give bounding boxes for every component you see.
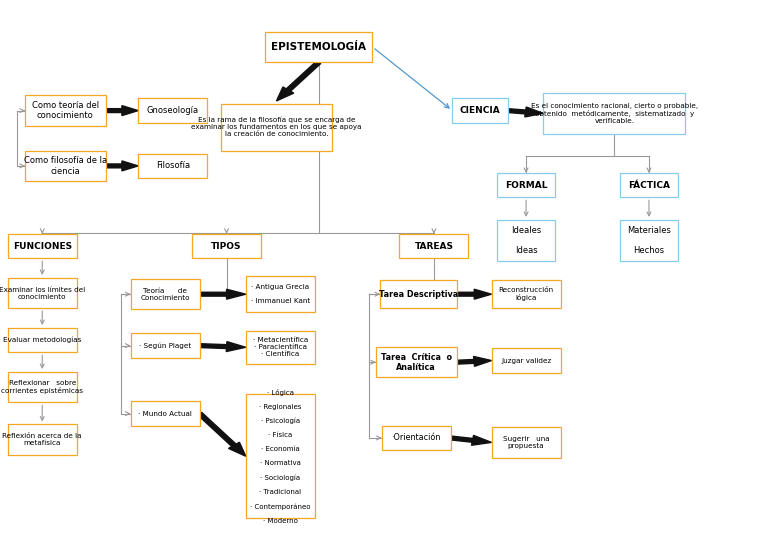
Text: Reconstrucción
lógica: Reconstrucción lógica	[498, 287, 554, 301]
FancyBboxPatch shape	[544, 92, 686, 134]
Text: Tarea Descriptiva: Tarea Descriptiva	[379, 290, 458, 299]
Text: · Según Piaget: · Según Piaget	[139, 342, 191, 349]
Text: · Mundo Actual: · Mundo Actual	[138, 411, 192, 416]
FancyBboxPatch shape	[131, 401, 200, 426]
FancyArrow shape	[276, 61, 321, 101]
Text: Examinar los límites del
conocimiento: Examinar los límites del conocimiento	[0, 286, 85, 300]
Text: Sugerir   una
propuesta: Sugerir una propuesta	[503, 436, 549, 449]
Text: · Antigua Grecia

· Immanuel Kant: · Antigua Grecia · Immanuel Kant	[250, 284, 310, 304]
FancyArrow shape	[106, 161, 138, 171]
FancyBboxPatch shape	[8, 278, 77, 309]
FancyBboxPatch shape	[131, 279, 200, 310]
FancyBboxPatch shape	[8, 234, 77, 258]
Text: Gnoseología: Gnoseología	[147, 106, 199, 115]
Text: Como filosofía de la
ciencia: Como filosofía de la ciencia	[24, 156, 107, 176]
Text: Evaluar metodologías: Evaluar metodologías	[3, 337, 81, 343]
FancyBboxPatch shape	[246, 276, 315, 312]
FancyBboxPatch shape	[492, 280, 561, 308]
FancyBboxPatch shape	[8, 425, 77, 455]
Text: Filosofía: Filosofía	[156, 161, 190, 170]
FancyBboxPatch shape	[498, 220, 554, 262]
Text: ·Orientación: ·Orientación	[392, 434, 441, 442]
Text: Teoría      de
Conocimiento: Teoría de Conocimiento	[141, 288, 190, 301]
FancyBboxPatch shape	[382, 426, 451, 450]
Text: Tarea  Crítica  o
Analítica: Tarea Crítica o Analítica	[381, 352, 452, 372]
FancyBboxPatch shape	[221, 104, 332, 150]
FancyBboxPatch shape	[265, 32, 372, 62]
FancyBboxPatch shape	[498, 173, 554, 197]
Text: FORMAL: FORMAL	[505, 181, 548, 190]
FancyArrow shape	[450, 435, 492, 445]
Text: Es la rama de la filosofía que se encarga de
examinar los fundamentos en los que: Es la rama de la filosofía que se encarg…	[191, 117, 362, 138]
Text: TIPOS: TIPOS	[211, 242, 242, 251]
Text: TAREAS: TAREAS	[415, 242, 453, 251]
Text: Ideales

Ideas: Ideales Ideas	[511, 226, 541, 255]
FancyArrow shape	[457, 289, 492, 299]
FancyBboxPatch shape	[492, 427, 561, 458]
FancyBboxPatch shape	[8, 328, 77, 352]
Text: EPISTEMOLOGÍA: EPISTEMOLOGÍA	[271, 42, 366, 52]
FancyBboxPatch shape	[376, 347, 456, 378]
FancyBboxPatch shape	[246, 331, 315, 364]
Text: Materiales

Hechos: Materiales Hechos	[627, 226, 671, 255]
FancyBboxPatch shape	[138, 98, 207, 123]
FancyBboxPatch shape	[380, 280, 457, 308]
FancyBboxPatch shape	[452, 98, 508, 123]
FancyBboxPatch shape	[399, 234, 468, 258]
Text: CIENCIA: CIENCIA	[459, 106, 501, 115]
Text: Como teoría del
conocimiento: Como teoría del conocimiento	[31, 101, 99, 121]
FancyArrow shape	[508, 107, 544, 117]
Text: Juzgar validez: Juzgar validez	[501, 358, 551, 363]
FancyBboxPatch shape	[192, 234, 261, 258]
FancyBboxPatch shape	[131, 333, 200, 358]
FancyArrow shape	[197, 413, 246, 456]
FancyBboxPatch shape	[492, 348, 561, 373]
FancyArrow shape	[456, 357, 492, 366]
Text: FÁCTICA: FÁCTICA	[628, 181, 670, 190]
FancyArrow shape	[200, 342, 246, 352]
Text: Reflexionar   sobre
corrientes epistémicas: Reflexionar sobre corrientes epistémicas	[2, 380, 83, 394]
Text: · Metacientífica
· Paracientífica
· Científica: · Metacientífica · Paracientífica · Cien…	[253, 337, 308, 357]
Text: Reflexión acerca de la
metafísica: Reflexión acerca de la metafísica	[2, 433, 82, 446]
FancyBboxPatch shape	[620, 173, 677, 197]
FancyBboxPatch shape	[25, 150, 106, 181]
FancyBboxPatch shape	[246, 394, 315, 519]
FancyArrow shape	[106, 106, 138, 116]
FancyBboxPatch shape	[138, 154, 207, 178]
Text: · Lógica

· Regionales

· Psicología

· Física

· Economía

· Normativa

· Socio: · Lógica · Regionales · Psicología · Fís…	[250, 389, 310, 524]
Text: FUNCIONES: FUNCIONES	[13, 242, 71, 251]
Text: Es el conocimiento racional, cierto o probable,
obtenido  metódicamente,  sistem: Es el conocimiento racional, cierto o pr…	[531, 103, 698, 124]
FancyBboxPatch shape	[8, 372, 77, 403]
FancyBboxPatch shape	[620, 220, 677, 262]
FancyBboxPatch shape	[25, 95, 106, 126]
FancyArrow shape	[200, 289, 246, 299]
